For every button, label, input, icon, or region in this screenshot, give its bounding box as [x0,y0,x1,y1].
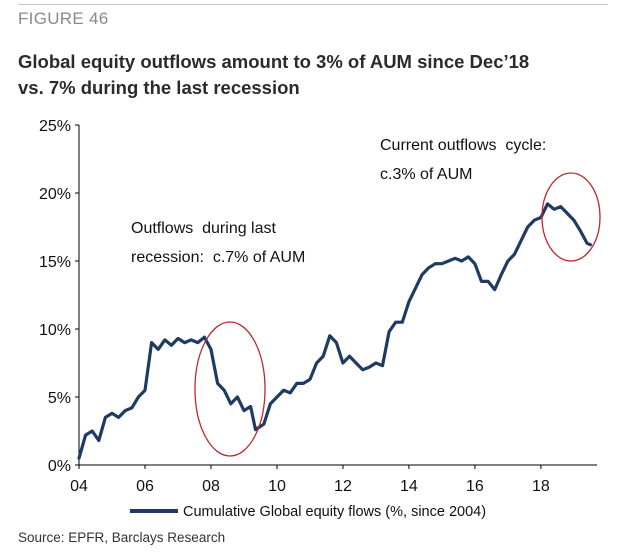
x-tick-label: 06 [136,478,154,495]
y-tick-label: 10% [39,322,71,339]
x-tick-label: 08 [202,478,220,495]
chart-title-line-2: vs. 7% during the last recession [18,77,300,98]
top-rule [18,4,608,5]
x-tick-label: 16 [466,478,484,495]
x-tick-label: 12 [334,478,352,495]
annotation-current-line-1: Current outflows cycle: [380,137,546,154]
y-tick-label: 15% [39,254,71,271]
x-tick-label: 14 [400,478,418,495]
source-note: Source: EPFR, Barclays Research [18,530,226,545]
y-tick-label: 20% [39,186,71,203]
annotation-current-line-2: c.3% of AUM [380,166,472,183]
series-line-cumulative-flows [77,202,592,460]
chart-title-line-1: Global equity outflows amount to 3% of A… [18,51,530,72]
current-cycle-highlight-circle [541,172,601,262]
legend-label-cumulative-flows: Cumulative Global equity flows (%, since… [183,504,486,520]
figure-label: FIGURE 46 [18,9,109,28]
y-tick-label: 25% [39,118,71,135]
legend: Cumulative Global equity flows (%, since… [130,504,486,520]
annotation-recession-line-1: Outflows during last [131,220,277,237]
y-tick-label: 0% [48,458,71,475]
chart-title: Global equity outflows amount to 3% of A… [18,49,613,101]
y-axis-ticks: 0% 5% 10% 15% 20% 25% [39,118,79,475]
x-tick-label: 18 [532,478,550,495]
y-tick-label: 5% [48,390,71,407]
x-tick-label: 10 [268,478,286,495]
x-axis-ticks: 04 06 08 10 12 14 16 18 [70,465,550,495]
annotation-recession-line-2: recession: c.7% of AUM [131,249,305,266]
x-tick-label: 04 [70,478,88,495]
recession-highlight-circle [194,321,266,457]
